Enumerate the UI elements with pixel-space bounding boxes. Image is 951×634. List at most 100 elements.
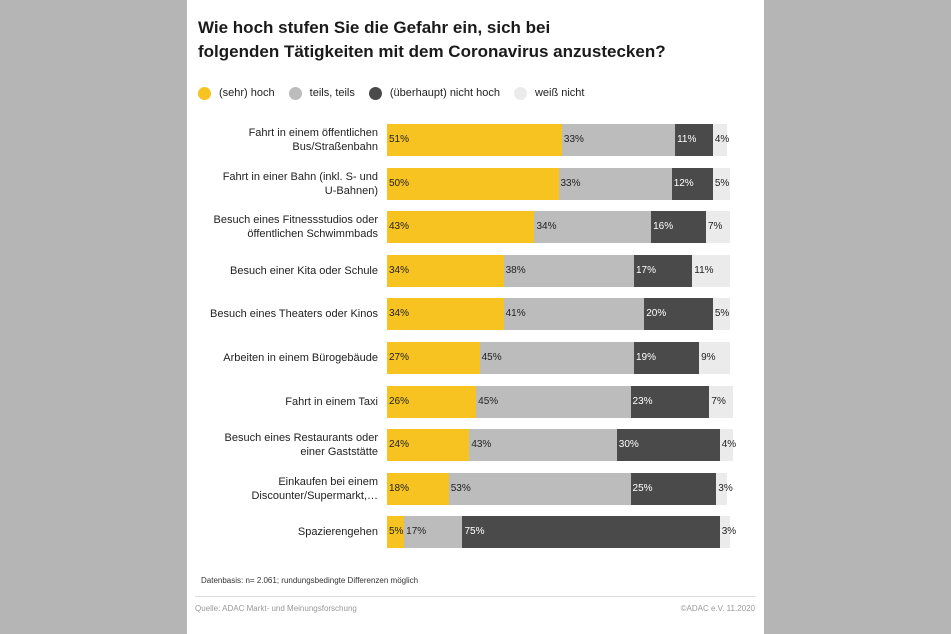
- data-label: 4%: [721, 439, 737, 451]
- bar-segment: [561, 124, 676, 156]
- data-label: 30%: [618, 439, 639, 451]
- chart-title-line1: Wie hoch stufen Sie die Gefahr ein, sich…: [198, 18, 551, 37]
- data-label: 27%: [389, 352, 410, 363]
- bar-segment: [404, 516, 463, 549]
- bar-segment: [712, 167, 730, 200]
- data-label: 5%: [714, 177, 730, 189]
- category-label-line: Besuch einer Kita oder Schule: [230, 264, 378, 277]
- data-label: 26%: [389, 395, 410, 407]
- chart-title: Wie hoch stufen Sie die Gefahr ein, sich…: [198, 16, 748, 64]
- bar-segment: [633, 254, 693, 287]
- data-label: 19%: [635, 352, 656, 363]
- bar-segment: [387, 342, 480, 374]
- bar-segment: [387, 254, 504, 287]
- bar-segment: [675, 124, 713, 156]
- data-label: 12%: [673, 177, 694, 189]
- category-label-line: Besuch eines Fitnessstudios oder: [213, 214, 378, 227]
- bar-segment: [503, 298, 645, 331]
- data-label: 33%: [563, 134, 584, 145]
- data-label: 34%: [536, 221, 557, 233]
- bar-segment: [630, 472, 717, 505]
- legend-swatch: [368, 86, 382, 100]
- legend-item: weiß nicht: [513, 86, 585, 100]
- bar-segment: [387, 385, 477, 418]
- bar-segment: [712, 298, 730, 331]
- bar-segment: [387, 167, 559, 200]
- footer-divider: [195, 596, 756, 597]
- bar-segment: [558, 167, 672, 200]
- bar-segment: [387, 211, 535, 244]
- legend-swatch: [513, 86, 527, 100]
- copyright-text: ©ADAC e.V. 11.2020: [680, 604, 755, 613]
- bar-segment: [387, 472, 449, 505]
- footnote: Datenbasis: n= 2.061; rundungsbedingte D…: [201, 576, 419, 585]
- data-label: 20%: [646, 308, 667, 320]
- category-label-line: Discounter/Supermarkt,…: [251, 489, 378, 502]
- data-label: 17%: [406, 526, 427, 538]
- category-label: Besuch eines Theaters oder Kinos: [187, 307, 378, 321]
- category-label-line: Spazierengehen: [297, 526, 378, 539]
- category-label-line: Besuch eines Theaters oder Kinos: [210, 308, 378, 321]
- data-label: 3%: [718, 482, 733, 494]
- bar-segment: [716, 472, 727, 505]
- legend-label: (sehr) hoch: [219, 87, 275, 99]
- category-label: Fahrt in einem Taxi: [187, 395, 378, 409]
- data-label: 41%: [505, 308, 526, 320]
- bar-segment: [719, 516, 730, 549]
- data-label: 7%: [711, 395, 726, 407]
- category-label: Arbeiten in einem Bürogebäude: [187, 351, 378, 365]
- bar-segment: [479, 342, 634, 374]
- data-label: 25%: [632, 482, 653, 494]
- category-label-line: Bus/Straßenbahn: [292, 141, 378, 153]
- legend-item: teils, teils: [288, 86, 355, 100]
- data-label: 53%: [450, 482, 471, 494]
- legend-item: (überhaupt) nicht hoch: [368, 86, 500, 100]
- data-label: 24%: [389, 439, 410, 451]
- data-label: 43%: [389, 221, 410, 233]
- category-label-line: Besuch eines Restaurants oder: [224, 432, 378, 445]
- category-label-line: Fahrt in einer Bahn (inkl. S- und: [222, 170, 378, 183]
- bar-segment: [387, 516, 405, 549]
- data-label: 45%: [481, 352, 502, 363]
- chart-panel: Wie hoch stufen Sie die Gefahr ein, sich…: [187, 0, 764, 634]
- chart-title-line2: folgenden Tätigkeiten mit dem Coronaviru…: [198, 42, 666, 61]
- data-label: 5%: [389, 526, 404, 538]
- bar-segment: [709, 385, 734, 418]
- data-label: 38%: [505, 264, 526, 276]
- data-label: 75%: [464, 526, 485, 538]
- data-label: 45%: [478, 395, 499, 407]
- data-label: 18%: [389, 482, 410, 494]
- category-label-line: Fahrt in einem Taxi: [285, 395, 378, 408]
- legend-item: (sehr) hoch: [198, 86, 275, 100]
- bar-segment: [692, 254, 730, 287]
- bar-segment: [503, 254, 634, 287]
- legend-swatch: [288, 86, 302, 100]
- data-label: 34%: [389, 264, 410, 276]
- data-label: 34%: [389, 308, 410, 320]
- bar-segment: [462, 516, 720, 549]
- category-label: Fahrt in einer Bahn (inkl. S- und U-Bahne…: [187, 170, 378, 198]
- category-label: Spazierengehen: [187, 525, 378, 539]
- data-label: 11%: [694, 264, 714, 276]
- bar-segment: [448, 472, 631, 505]
- data-label: 7%: [707, 221, 723, 233]
- bar-segment: [699, 342, 730, 374]
- data-label: 9%: [701, 352, 716, 363]
- category-label: Einkaufen bei einem Discounter/Supermarkt…: [187, 475, 378, 503]
- legend-label: teils, teils: [309, 87, 355, 99]
- category-label-line: einer Gaststätte: [300, 446, 378, 459]
- chart-legend: (sehr) hoch teils, teils (überhaupt) nicht…: [198, 85, 599, 101]
- category-label-line: U-Bahnen): [324, 184, 378, 197]
- data-label: 17%: [635, 264, 656, 276]
- data-label: 51%: [389, 134, 410, 145]
- data-label: 5%: [714, 308, 730, 320]
- bar-segment: [633, 342, 700, 374]
- bar-segment: [387, 298, 504, 331]
- data-label: 4%: [714, 134, 730, 145]
- category-label-line: öffentlichen Schwimmbads: [247, 228, 378, 241]
- data-label: 33%: [560, 177, 581, 189]
- bar-segment: [712, 124, 727, 156]
- bar-segment: [705, 211, 730, 244]
- bar-segment: [476, 385, 631, 418]
- category-label-line: Einkaufen bei einem: [278, 475, 378, 488]
